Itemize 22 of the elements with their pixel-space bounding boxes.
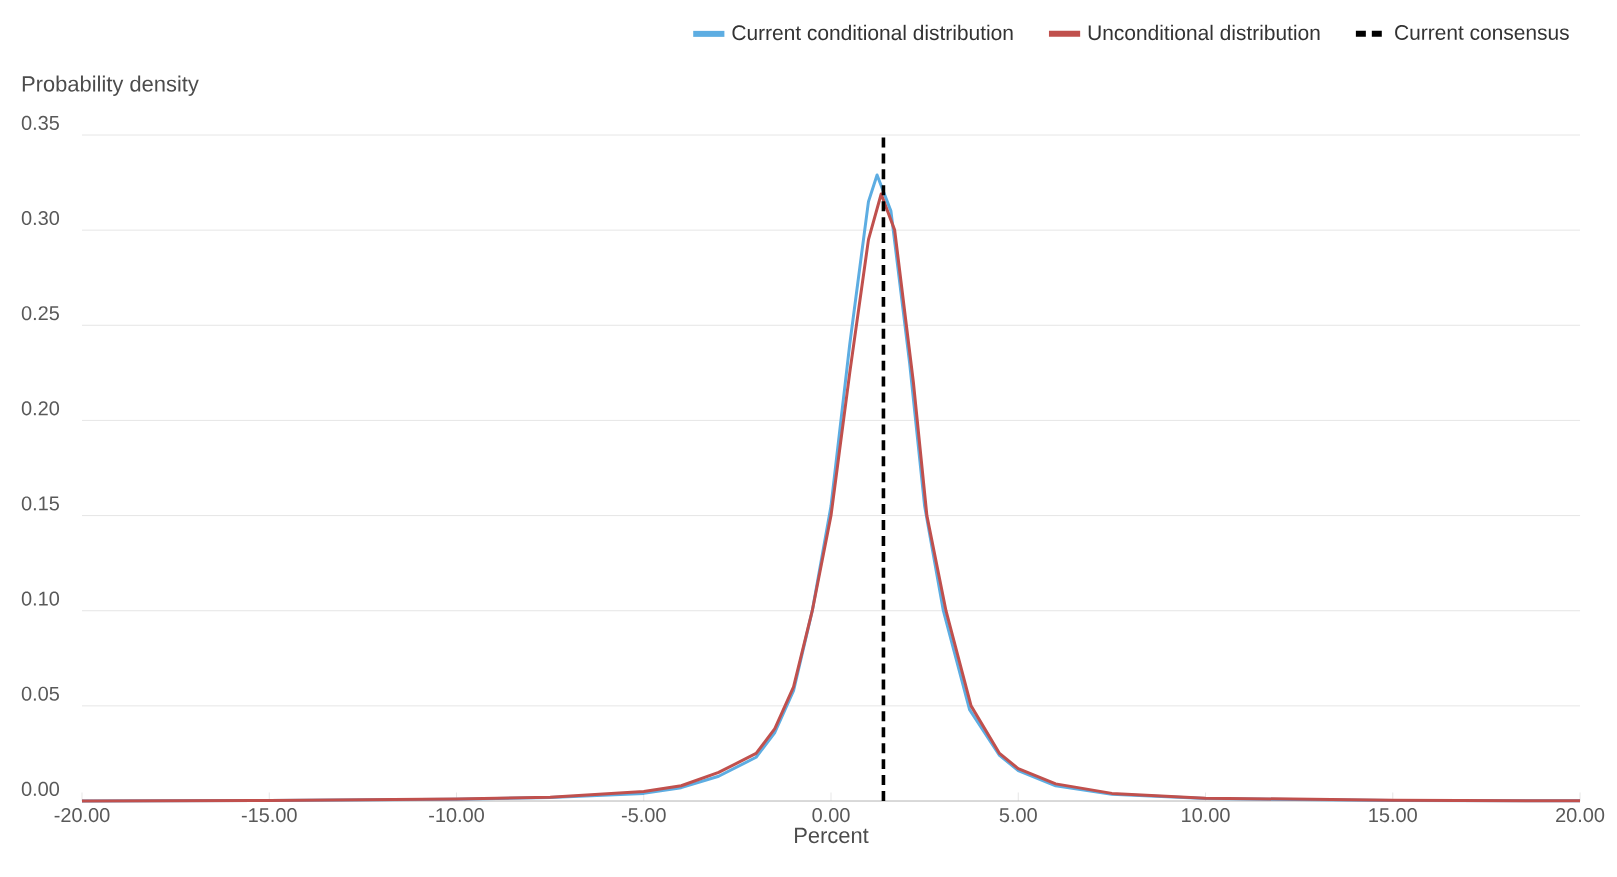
x-tick-label: 20.00: [1556, 808, 1605, 823]
x-tick-label: -10.00: [429, 808, 484, 823]
x-axis-title: Percent: [795, 827, 869, 844]
x-tick-label: -15.00: [241, 808, 297, 823]
y-tick-label: 0.10: [21, 591, 60, 606]
y-tick-label: 0.20: [21, 401, 60, 416]
y-tick-label: 0.30: [21, 211, 60, 226]
y-tick-label: 0.00: [21, 781, 60, 796]
y-axis-title: Probability density: [22, 75, 199, 96]
y-tick-label: 0.25: [21, 306, 59, 321]
y-tick-label: 0.15: [21, 496, 59, 511]
x-tick-label: 15.00: [1369, 808, 1417, 823]
x-tick-label: -20.00: [54, 808, 110, 823]
x-tick-label: 0.00: [812, 808, 850, 823]
legend-label: Unconditional distribution: [1088, 24, 1320, 41]
legend-label: Current conditional distribution: [732, 24, 1013, 41]
legend-label: Current consensus: [1395, 25, 1569, 40]
x-tick-label: 10.00: [1182, 808, 1230, 823]
x-tick-label: 5.00: [999, 808, 1037, 823]
y-tick-label: 0.35: [21, 115, 59, 130]
y-tick-label: 0.05: [21, 686, 59, 701]
x-tick-label: -5.00: [621, 808, 666, 823]
